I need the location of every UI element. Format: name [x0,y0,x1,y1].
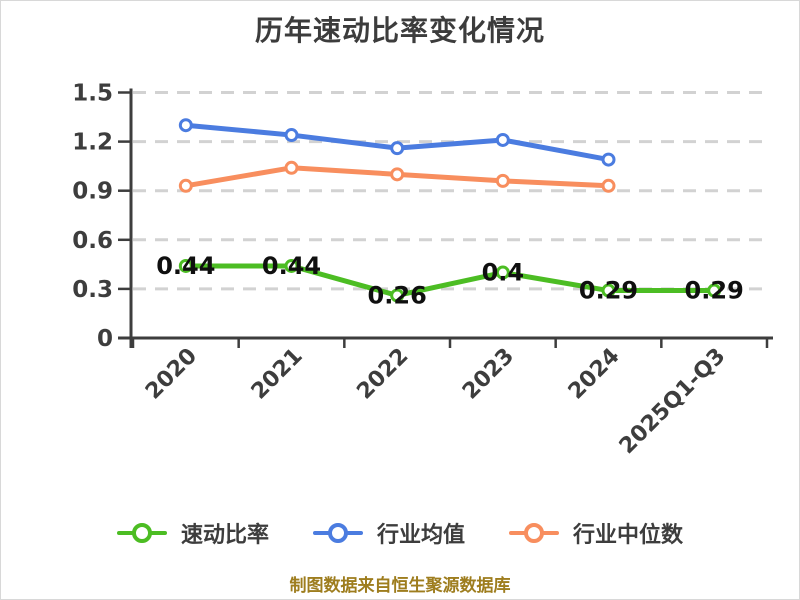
data-point-quick-ratio [601,283,616,298]
data-point-quick-ratio [284,258,299,273]
legend-item-industry-average[interactable]: 行业均值 [312,517,465,549]
data-point-industry-median [601,178,616,193]
y-tick-label: 0.3 [72,277,113,303]
data-point-industry-average [495,132,510,147]
x-tick-label: 2020 [141,344,202,405]
legend-item-industry-median[interactable]: 行业中位数 [509,517,683,549]
y-tick-label: 0.9 [72,179,113,205]
legend-label: 速动比率 [180,523,269,548]
x-tick-label: 2024 [564,344,625,405]
x-tick-label: 2021 [247,344,308,405]
data-point-label: 0.29 [685,277,744,305]
legend-label: 行业均值 [376,523,465,548]
chart-title: 历年速动比率变化情况 [254,14,545,47]
data-source-caption: 制图数据来自恒生聚源数据库 [289,576,511,596]
line-chart: 0 0.3 0.6 0.9 1.2 1.5 2020 2021 2022 2023 20242025… [72,81,773,460]
x-tick-label: 2022 [352,344,413,405]
legend: 速动比率 行业均值 行业中位数 [1,517,799,549]
y-tick-label: 1.2 [72,130,113,156]
legend-marker-icon [116,523,167,543]
data-point-industry-median [390,167,405,182]
y-tick-label: 0.6 [72,228,113,254]
legend-item-quick-ratio[interactable]: 速动比率 [116,517,269,549]
x-tick-label: 2025Q1-Q3 [615,344,731,460]
data-point-industry-average [178,118,193,133]
data-point-label: 0.44 [156,252,215,280]
data-point-label: 0.4 [482,259,525,287]
x-tick-label: 2023 [458,344,519,405]
data-point-industry-average [601,152,616,167]
data-point-industry-average [390,141,405,156]
data-point-label: 0.44 [262,252,321,280]
legend-label: 行业中位数 [573,523,684,548]
series-line-quick-ratio [183,263,717,298]
legend-marker-icon [509,523,559,543]
data-point-quick-ratio [390,288,405,303]
data-point-quick-ratio [707,283,722,298]
data-point-industry-median [284,160,299,175]
data-point-quick-ratio [495,265,510,280]
data-point-label: 0.26 [368,281,427,309]
data-point-industry-median [495,173,510,188]
data-point-industry-average [284,128,299,143]
data-point-quick-ratio [178,258,193,273]
data-point-label: 0.29 [579,277,638,305]
y-tick-label: 1.5 [72,81,113,107]
y-tick-label: 0 [97,326,113,352]
data-point-industry-median [178,178,193,193]
legend-marker-icon [312,523,363,543]
